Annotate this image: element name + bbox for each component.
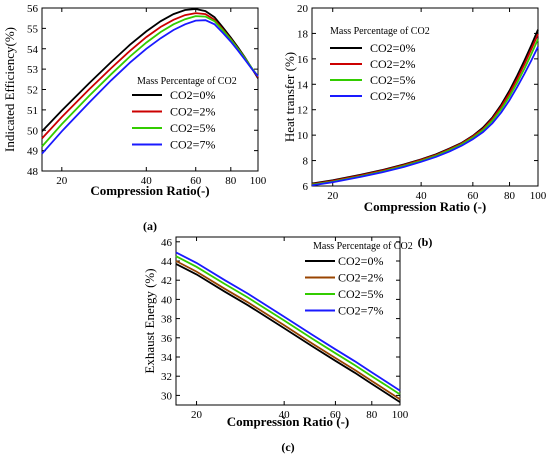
legend-label: CO2=5% [170, 121, 215, 135]
legend-label: CO2=2% [370, 57, 415, 71]
series-line-2 [175, 260, 401, 400]
x-tick-label: 60 [467, 190, 479, 202]
x-tick-label: 60 [190, 175, 202, 187]
x-tick-label: 80 [366, 409, 378, 421]
legend-title: Mass Percentage of CO2 [313, 241, 413, 252]
legend-label: CO2=0% [170, 88, 215, 102]
legend-label: CO2=5% [338, 287, 383, 301]
y-axis-title: Exhaust Energy (%) [142, 268, 157, 373]
x-tick-label: 100 [250, 175, 267, 187]
x-tick-label: 40 [279, 409, 291, 421]
series-line-3 [41, 15, 259, 148]
y-axis-title: Indicated Efficiency(%) [2, 27, 17, 152]
y-tick-label: 42 [161, 275, 172, 287]
y-tick-label: 55 [27, 23, 39, 35]
legend-label: CO2=0% [338, 254, 383, 268]
y-tick-label: 44 [161, 256, 173, 268]
y-tick-label: 34 [161, 352, 173, 364]
series-line-4 [175, 251, 401, 392]
x-tick-label: 20 [56, 175, 68, 187]
legend-label: CO2=7% [338, 304, 383, 318]
y-tick-label: 14 [297, 79, 309, 91]
y-tick-label: 50 [27, 125, 39, 137]
x-axis-title: Compression Ratio(-) [90, 183, 209, 198]
y-tick-label: 49 [27, 146, 39, 158]
series-line-4 [41, 19, 259, 155]
y-tick-label: 36 [161, 333, 173, 345]
y-tick-label: 51 [27, 105, 38, 117]
x-tick-label: 80 [225, 175, 237, 187]
plot-frame [175, 236, 401, 406]
series-line-1 [41, 8, 259, 132]
legend-label: CO2=2% [338, 271, 383, 285]
legend: Mass Percentage of CO2 CO2=0% CO2=2% CO2=5%… [305, 241, 413, 318]
y-tick-label: 46 [161, 237, 173, 249]
y-tick-label: 54 [27, 44, 39, 56]
x-tick-label: 80 [504, 190, 516, 202]
legend-label: CO2=7% [170, 138, 215, 152]
y-tick-label: 20 [297, 3, 309, 15]
y-tick-label: 10 [297, 130, 309, 142]
panel-label: (c) [281, 440, 294, 454]
legend-label: CO2=5% [370, 73, 415, 87]
y-tick-label: 48 [27, 166, 39, 178]
y-tick-label: 6 [303, 181, 309, 193]
chart-panel-3: 20 40 60 80 100 30 32 34 36 38 40 42 44 46 Mass Percen… [142, 236, 413, 454]
x-axis-title: Compression Ratio (-) [364, 199, 487, 214]
x-tick-label: 40 [416, 190, 428, 202]
y-tick-label: 8 [303, 156, 309, 168]
x-tick-label: 40 [141, 175, 153, 187]
y-tick-label: 56 [27, 3, 39, 15]
series-line-4 [311, 46, 539, 187]
legend-label: CO2=2% [170, 105, 215, 119]
legend-title: Mass Percentage of CO2 [330, 26, 430, 37]
chart-panel-2: 20 40 60 80 100 6 8 10 12 14 16 18 20 Mass Percentage… [282, 3, 547, 249]
y-tick-label: 52 [27, 85, 38, 97]
x-tick-label: 100 [530, 190, 547, 202]
panel-label: (b) [418, 235, 433, 249]
y-tick-label: 32 [161, 371, 172, 383]
y-tick-label: 30 [161, 390, 173, 402]
x-tick-label: 60 [330, 409, 342, 421]
legend: Mass Percentage of CO2 CO2=0% CO2=2% CO2=5%… [330, 26, 430, 103]
legend-label: CO2=0% [370, 41, 415, 55]
legend-label: CO2=7% [370, 89, 415, 103]
y-tick-label: 38 [161, 314, 173, 326]
x-tick-label: 20 [191, 409, 203, 421]
series-line-3 [175, 255, 401, 396]
y-axis-title: Heat transfer (%) [282, 52, 297, 142]
x-tick-label: 20 [327, 190, 339, 202]
y-tick-label: 12 [297, 105, 308, 117]
series-line-1 [175, 263, 401, 403]
panel-label: (a) [143, 219, 157, 233]
chart-panel-1: 20 40 60 80 100 48 49 50 51 52 53 54 55 56 Mass Percen… [2, 3, 267, 233]
x-axis-title: Compression Ratio (-) [227, 414, 350, 429]
series-line-3 [311, 38, 539, 186]
plot-frame [311, 7, 539, 187]
x-tick-label: 100 [392, 409, 409, 421]
legend-title: Mass Percentage of CO2 [137, 76, 237, 87]
y-tick-label: 40 [161, 294, 173, 306]
y-tick-label: 16 [297, 54, 309, 66]
y-tick-label: 53 [27, 64, 39, 76]
y-tick-label: 18 [297, 28, 309, 40]
